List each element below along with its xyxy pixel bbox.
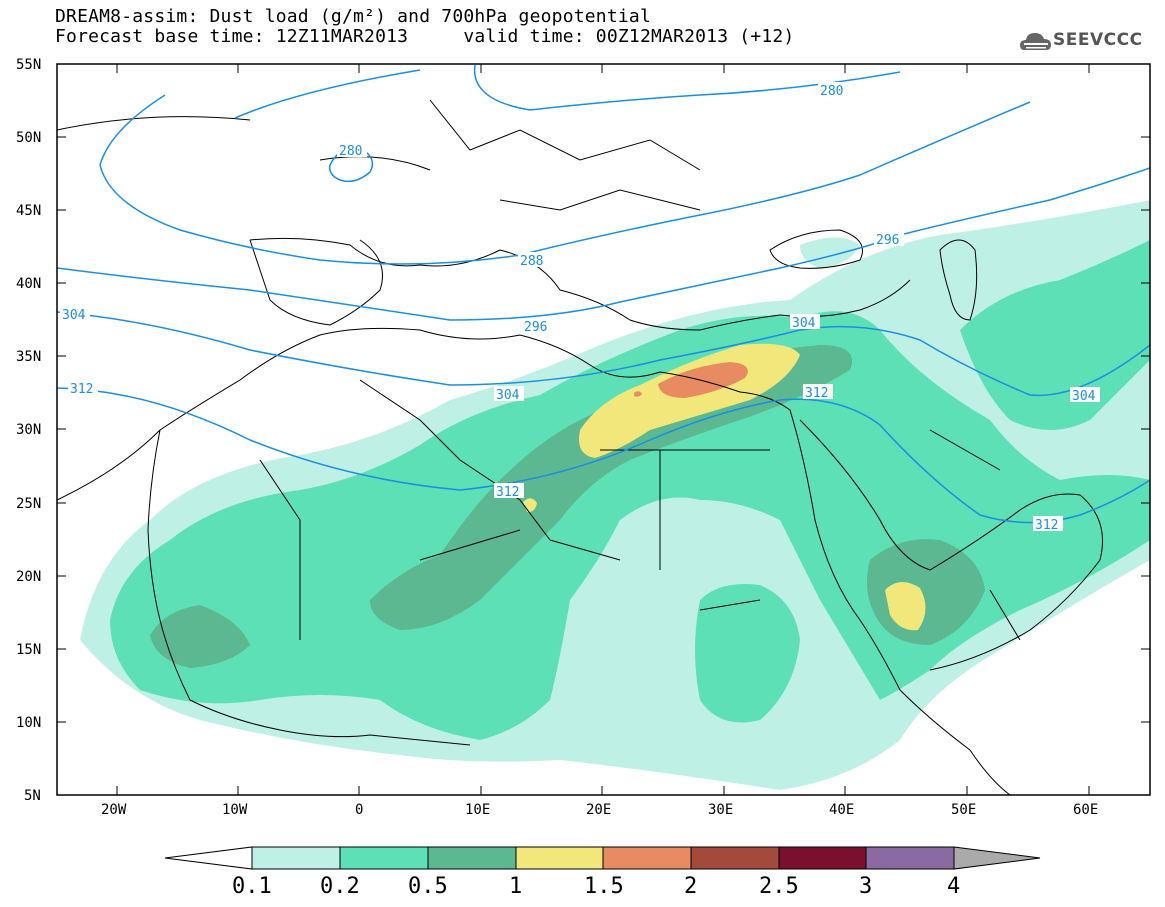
lat-label: 50N bbox=[16, 130, 41, 146]
colorbar-bin bbox=[602, 846, 692, 870]
contour-label: 296 bbox=[522, 318, 552, 335]
geopotential-contours bbox=[57, 64, 1150, 524]
colorbar-over-arrow bbox=[953, 846, 1041, 870]
contour-280-b bbox=[234, 64, 901, 119]
lon-label: 0 bbox=[355, 802, 363, 818]
africa-coastline bbox=[57, 327, 1011, 795]
iberia-coastline bbox=[249, 239, 383, 326]
lat-label: 15N bbox=[16, 642, 41, 658]
lon-label: 30E bbox=[708, 802, 733, 818]
svg-text:304: 304 bbox=[1072, 389, 1096, 404]
svg-text:312: 312 bbox=[805, 386, 828, 401]
contour-label: 296 bbox=[874, 231, 904, 248]
lat-label: 45N bbox=[16, 203, 41, 219]
dust-area-1-arabia bbox=[885, 581, 926, 631]
lon-axis: 20W 10W 0 10E 20E 30E 40E 50E 60E bbox=[101, 64, 1098, 818]
contour-label-layer: 280 280 288 296 296 304 304 304 304 312 … bbox=[60, 82, 1100, 533]
lon-label: 20E bbox=[586, 802, 611, 818]
dust-area-0.5 bbox=[150, 605, 250, 668]
dust-area-0.1-north bbox=[800, 237, 860, 268]
svg-text:304: 304 bbox=[496, 388, 520, 403]
lat-label: 30N bbox=[16, 422, 41, 438]
contour-312 bbox=[57, 387, 1150, 524]
contour-label: 312 bbox=[494, 483, 524, 500]
colorbar-bin bbox=[778, 846, 867, 870]
colorbar-label: 2 bbox=[684, 874, 697, 899]
colorbar-under-arrow bbox=[164, 846, 253, 870]
contour-296 bbox=[57, 167, 1150, 321]
contour-304 bbox=[57, 311, 1150, 397]
cloud-logo-icon bbox=[1020, 33, 1051, 50]
contour-label: 304 bbox=[494, 386, 524, 403]
contour-label: 304 bbox=[1070, 387, 1100, 404]
lon-label: 10E bbox=[465, 802, 490, 818]
contour-label: 312 bbox=[803, 384, 833, 401]
contour-label: 280 bbox=[818, 82, 848, 99]
logo-text: SEEVCCC bbox=[1053, 30, 1143, 50]
colorbar-label: 0.5 bbox=[408, 874, 448, 899]
contour-label: 288 bbox=[518, 252, 548, 269]
dust-area-1.5 bbox=[658, 362, 748, 398]
lat-label: 55N bbox=[16, 57, 41, 73]
colorbar-bin bbox=[515, 846, 604, 870]
svg-text:312: 312 bbox=[496, 485, 519, 500]
contour-280-a bbox=[99, 94, 1031, 265]
lat-label: 5N bbox=[24, 788, 41, 804]
colorbar-label: 1 bbox=[509, 874, 522, 899]
lon-label: 60E bbox=[1073, 802, 1098, 818]
svg-text:296: 296 bbox=[876, 233, 899, 248]
lat-label: 10N bbox=[16, 715, 41, 731]
contour-label: 304 bbox=[60, 306, 90, 323]
lat-label: 35N bbox=[16, 349, 41, 365]
map-title: DREAM8-assim: Dust load (g/m²) and 700hP… bbox=[55, 6, 651, 27]
colorbar-bin bbox=[339, 846, 429, 870]
colorbar-label: 0.1 bbox=[232, 874, 272, 899]
caspian-sea bbox=[939, 239, 978, 321]
colorbar-label: 1.5 bbox=[584, 874, 624, 899]
colorbar-label: 4 bbox=[947, 874, 960, 899]
svg-text:288: 288 bbox=[520, 254, 543, 269]
colorbar-label: 3 bbox=[859, 874, 872, 899]
dust-area-1.5-dot bbox=[634, 391, 642, 397]
dust-area-0.2-gulf bbox=[960, 240, 1150, 430]
svg-text:312: 312 bbox=[70, 382, 93, 397]
lon-label: 50E bbox=[951, 802, 976, 818]
lon-label: 40E bbox=[829, 802, 854, 818]
lat-label: 20N bbox=[16, 569, 41, 585]
lon-label: 10W bbox=[222, 802, 248, 818]
arabia-coastline bbox=[799, 419, 1103, 671]
svg-text:280: 280 bbox=[339, 144, 362, 159]
svg-text:296: 296 bbox=[524, 320, 547, 335]
lon-label: 20W bbox=[101, 802, 127, 818]
west-africa-coastline bbox=[147, 429, 471, 746]
colorbar-bin bbox=[427, 846, 517, 870]
contour-label: 312 bbox=[68, 380, 98, 397]
colorbar-label: 0.2 bbox=[320, 874, 360, 899]
svg-text:304: 304 bbox=[62, 308, 86, 323]
political-borders bbox=[57, 99, 1021, 641]
lat-label: 25N bbox=[16, 496, 41, 512]
colorbar-bin bbox=[865, 846, 955, 870]
svg-text:312: 312 bbox=[1035, 518, 1058, 533]
svg-text:304: 304 bbox=[792, 316, 816, 331]
colorbar-bin bbox=[690, 846, 780, 870]
dust-fill-layer bbox=[80, 200, 1150, 790]
contour-label: 304 bbox=[790, 314, 820, 331]
colorbar-bin bbox=[251, 846, 341, 870]
lat-axis: 55N 50N 45N 40N 35N 30N 25N 20N 15N 10N … bbox=[16, 57, 1150, 804]
dust-area-0.5-central bbox=[370, 345, 852, 630]
contour-label: 312 bbox=[1033, 516, 1063, 533]
colorbar: 0.1 0.2 0.5 1 1.5 2 2.5 3 4 bbox=[164, 846, 1041, 899]
forecast-time-line: Forecast base time: 12Z11MAR2013 valid t… bbox=[55, 26, 795, 47]
contour-label: 280 bbox=[337, 142, 367, 159]
lat-label: 40N bbox=[16, 276, 41, 292]
dust-area-0.2-sudan bbox=[695, 584, 800, 723]
colorbar-label: 2.5 bbox=[759, 874, 799, 899]
svg-text:280: 280 bbox=[820, 84, 843, 99]
